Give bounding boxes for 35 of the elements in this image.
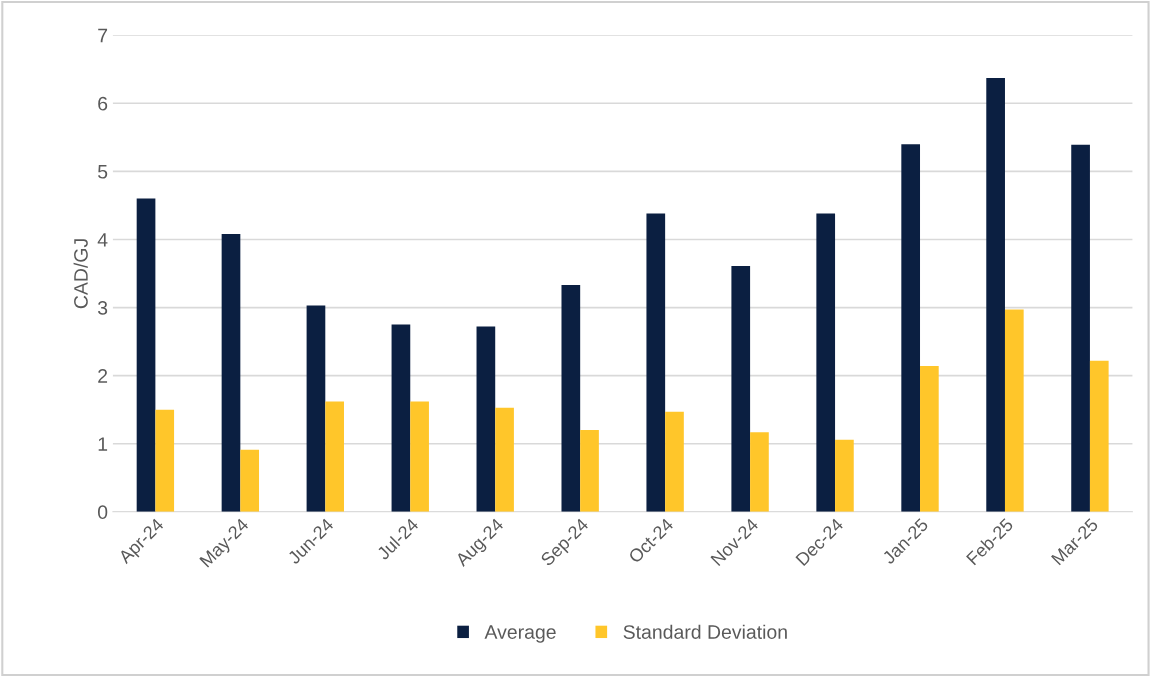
- bar: [495, 407, 514, 512]
- bar: [136, 198, 156, 512]
- bar: [410, 401, 429, 512]
- bar: [901, 144, 921, 512]
- bar: [986, 78, 1005, 512]
- bar: [1089, 360, 1109, 512]
- bar: [1004, 309, 1024, 512]
- bar: [476, 326, 496, 512]
- bar: [325, 401, 344, 512]
- legend-label: Standard Deviation: [623, 624, 787, 639]
- bar: [306, 305, 326, 512]
- bar: [221, 234, 241, 512]
- bar: [750, 432, 769, 512]
- y-axis-title: CAD/GJ: [73, 239, 88, 309]
- y-tick-label: 2: [98, 369, 108, 383]
- bar: [155, 409, 175, 512]
- bar: [920, 366, 939, 512]
- bar: [1071, 144, 1090, 512]
- bar: [580, 430, 599, 512]
- y-tick-label: 6: [98, 96, 108, 111]
- bar: [665, 411, 684, 512]
- bar: [240, 449, 260, 512]
- y-tick-label: 1: [98, 437, 108, 451]
- y-tick-label: 3: [97, 301, 108, 315]
- y-tick-label: 7: [98, 28, 108, 43]
- bar: [561, 285, 581, 512]
- legend-label: Average: [484, 625, 556, 643]
- bar: [835, 439, 854, 512]
- y-tick-label: 5: [98, 165, 108, 179]
- bar: [646, 213, 666, 512]
- y-tick-label: 4: [97, 233, 108, 247]
- y-tick-label: 0: [97, 505, 108, 520]
- bar: [731, 266, 751, 512]
- bar: [816, 213, 836, 512]
- bar: [391, 324, 411, 512]
